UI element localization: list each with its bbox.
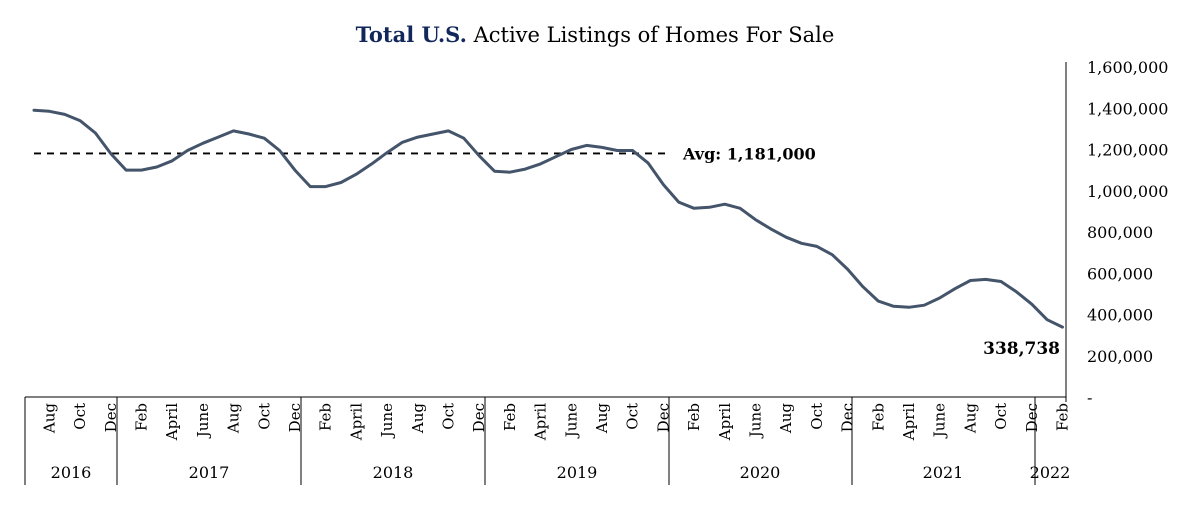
x-tick-label: Feb (132, 403, 150, 431)
average-layer: Avg: 1,181,000 (34, 144, 816, 163)
y-tick-label: 1,600,000 (1087, 58, 1168, 77)
x-tick-label: Aug (777, 403, 795, 434)
axes-layer: - 200,000 400,000 600,000 800,000 1,000,000 1,… (24, 58, 1168, 485)
x-tick-label: Dec (102, 403, 120, 432)
series-line (32, 108, 1064, 329)
x-tick-label: Feb (685, 403, 703, 431)
x-tick-label: Feb (501, 403, 519, 431)
x-tick-label: June (562, 403, 580, 439)
year-label: 2016 (51, 463, 92, 482)
x-tick-label: June (931, 403, 949, 439)
data-label-last: 338,738 (983, 339, 1060, 359)
x-tick-label: Feb (1053, 403, 1071, 431)
year-label: 2018 (373, 463, 414, 482)
x-tick-label: Aug (593, 403, 611, 434)
x-tick-label: April (900, 403, 918, 441)
x-tick-label: June (746, 403, 764, 439)
chart-title: Total U.S. Active Listings of Homes For … (356, 22, 835, 47)
year-label: 2021 (923, 463, 964, 482)
x-tick-label: Oct (624, 403, 642, 430)
chart-title-rest: Active Listings of Homes For Sale (467, 23, 834, 47)
chart-title-bold: Total U.S. (356, 22, 467, 47)
year-label: 2020 (740, 463, 781, 482)
year-label: 2019 (557, 463, 598, 482)
year-label: 2017 (189, 463, 230, 482)
x-tick-label: Oct (71, 403, 89, 430)
y-tick-label: 600,000 (1087, 264, 1153, 283)
y-tick-label: 400,000 (1087, 306, 1153, 325)
x-tick-label: Dec (839, 403, 857, 432)
x-tick-label: Oct (439, 403, 457, 430)
plot-layer (32, 108, 1064, 329)
x-tick-label: Aug (961, 403, 979, 434)
x-tick-label: Feb (317, 403, 335, 431)
x-tick-label: April (716, 403, 734, 441)
y-tick-label: - (1087, 388, 1092, 407)
y-tick-label: 1,200,000 (1087, 141, 1168, 160)
x-tick-label: June (378, 403, 396, 439)
year-label: 2022 (1030, 463, 1071, 482)
x-tick-label: June (194, 403, 212, 439)
x-tick-label: Oct (992, 403, 1010, 430)
x-tick-label: Feb (869, 403, 887, 431)
x-tick-label: April (163, 403, 181, 441)
x-tick-label: Dec (1023, 403, 1041, 432)
x-tick-label: Oct (255, 403, 273, 430)
x-tick-label: Oct (808, 403, 826, 430)
x-tick-label: Dec (286, 403, 304, 432)
x-tick-label: Aug (225, 403, 243, 434)
y-tick-label: 200,000 (1087, 347, 1153, 366)
y-tick-label: 800,000 (1087, 223, 1153, 242)
x-tick-label: April (347, 403, 365, 441)
y-tick-label: 1,400,000 (1087, 99, 1168, 118)
x-tick-label: Dec (470, 403, 488, 432)
average-label: Avg: 1,181,000 (682, 144, 816, 163)
y-tick-label: 1,000,000 (1087, 182, 1168, 201)
x-tick-label: Aug (40, 403, 58, 434)
labels-layer: 338,738 (983, 339, 1060, 359)
x-tick-label: Aug (409, 403, 427, 434)
x-tick-label: April (532, 403, 550, 441)
x-tick-label: Dec (654, 403, 672, 432)
